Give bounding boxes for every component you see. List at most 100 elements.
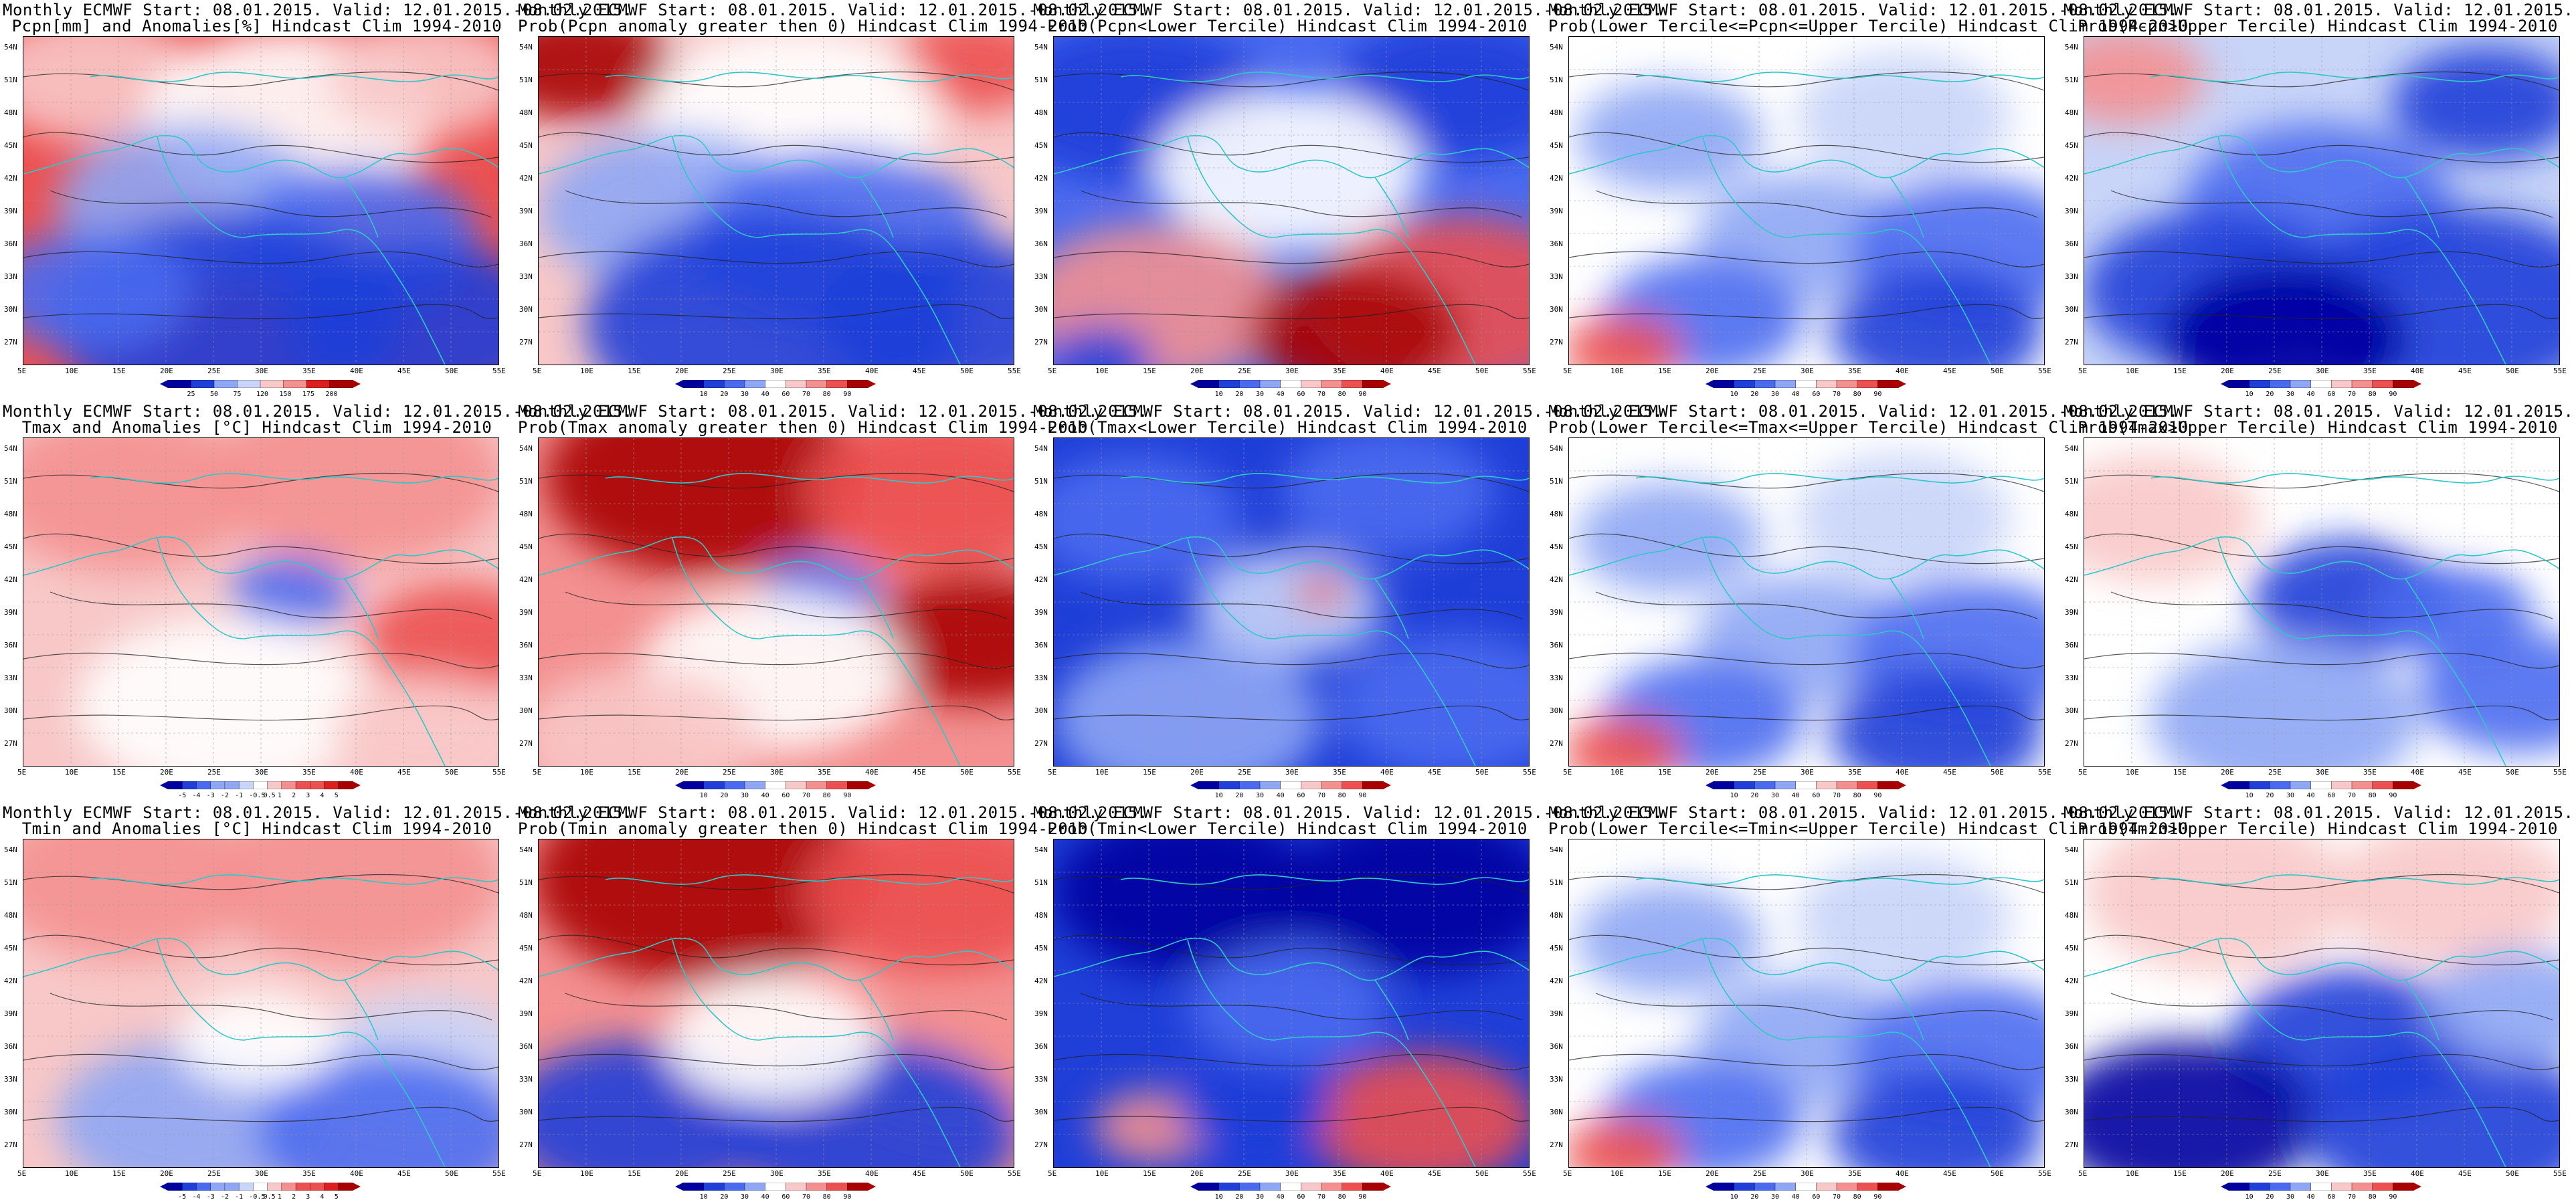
coastline	[759, 630, 961, 766]
coastline	[244, 229, 446, 365]
latitude-label: 33N	[1034, 673, 1048, 682]
longitude-label: 25E	[2268, 768, 2282, 777]
field-shade	[2084, 839, 2352, 973]
map-panel: Monthly ECMWF Start: 08.01.2015. Valid: …	[1548, 803, 2188, 1204]
colorbar-swatch	[2270, 781, 2291, 789]
colorbar-tick-label: 80	[1338, 792, 1346, 799]
forecast-field	[1054, 839, 1529, 1167]
latitude-label: 54N	[4, 443, 17, 453]
latitude-label: 36N	[2065, 239, 2078, 248]
contour-line	[1595, 190, 2038, 218]
field-shade	[211, 438, 498, 567]
longitude-label: 55E	[1523, 768, 1536, 777]
colorbar-tick-label: 40	[761, 391, 769, 398]
colorbar-tick-label: 70	[2348, 1193, 2357, 1201]
field-shade	[1054, 326, 1154, 365]
latitude-label: 45N	[519, 140, 533, 150]
longitude-label: 40E	[1896, 367, 1909, 375]
contour-line	[1569, 533, 2044, 565]
colorbar-arrow-left	[160, 1183, 168, 1191]
coastline	[2217, 939, 2306, 1041]
contour-line	[23, 472, 498, 492]
latitude-label: 27N	[1034, 1140, 1048, 1149]
colorbar-swatch	[786, 781, 807, 789]
latitude-label: 30N	[519, 706, 533, 715]
colorbar-swatch	[182, 781, 197, 789]
longitude-label: 55E	[492, 367, 506, 375]
colorbar-tick-label: 60	[781, 1193, 790, 1201]
coastline	[344, 979, 379, 1041]
latitude-label: 48N	[519, 910, 533, 920]
contour-line	[2084, 874, 2559, 894]
longitude-label: 20E	[1706, 1169, 1719, 1178]
longitude-label: 5E	[17, 768, 27, 777]
colorbar-swatch	[765, 380, 787, 388]
field-shade	[1569, 716, 1683, 766]
colorbar-swatch	[1877, 781, 1899, 789]
colorbar-tick-label: 90	[2389, 1193, 2397, 1201]
coastline	[2150, 473, 2559, 484]
colorbar-swatch	[786, 1183, 807, 1191]
latitude-label: 30N	[4, 304, 17, 314]
longitude-label: 45E	[913, 768, 926, 777]
contour-line	[539, 705, 1014, 721]
colorbar-swatch	[1734, 1183, 1756, 1191]
field-shade	[1188, 946, 1388, 1067]
forecast-field	[23, 839, 498, 1167]
latitude-label: 33N	[1550, 673, 1563, 682]
coastline	[2304, 229, 2506, 365]
field-shade	[1054, 839, 1321, 973]
latitude-label: 45N	[4, 943, 17, 952]
coastline	[759, 229, 961, 365]
longitude-label: 15E	[2173, 1169, 2187, 1178]
latitude-label: 45N	[2065, 542, 2078, 551]
coastline	[1120, 72, 1529, 82]
latitude-label: 54N	[2065, 42, 2078, 52]
colorbar-swatch	[2372, 380, 2394, 388]
colorbar-tick-label: 20	[1235, 391, 1244, 398]
field-shade	[1569, 1118, 1683, 1167]
longitude-label: 25E	[1238, 768, 1251, 777]
latitude-label: 27N	[1550, 1140, 1563, 1149]
latitude-label: 54N	[519, 845, 533, 854]
colorbar-tick-label: 20	[1235, 1193, 1244, 1201]
contour-line	[539, 71, 1014, 91]
longitude-label: 35E	[302, 1169, 316, 1178]
colorbar-tick-label: 120	[256, 391, 269, 398]
longitude-label: 15E	[112, 367, 126, 375]
colorbar-arrow-left	[1190, 1183, 1198, 1191]
longitude-label: 45E	[2458, 1169, 2472, 1178]
latitude-label: 36N	[4, 239, 17, 248]
field-shade	[1830, 668, 2044, 766]
longitude-label: 55E	[2038, 1169, 2051, 1178]
longitude-label: 10E	[65, 768, 78, 777]
field-shade	[231, 556, 351, 628]
colorbar-tick-label: -4	[192, 792, 201, 799]
latitude-label: 45N	[519, 542, 533, 551]
coastline	[23, 937, 498, 981]
longitude-label: 50E	[2506, 768, 2519, 777]
field-shade	[2419, 632, 2559, 752]
colorbar-tick-label: 20	[2266, 391, 2274, 398]
coastline	[2217, 136, 2306, 238]
colorbar-swatch	[806, 380, 828, 388]
latitude-label: 54N	[1034, 42, 1048, 52]
contour-line	[2084, 472, 2559, 492]
latitude-label: 39N	[1550, 1009, 1563, 1018]
coastline	[2405, 177, 2440, 238]
colorbar-swatch	[703, 1183, 725, 1191]
colorbar-swatch	[2331, 781, 2353, 789]
latitude-label: 30N	[4, 706, 17, 715]
latitude-label: 48N	[519, 509, 533, 518]
field-shade	[1569, 315, 1683, 365]
latitude-label: 33N	[2065, 1074, 2078, 1084]
colorbar-tick-label: 40	[1276, 391, 1285, 398]
colorbar-tick-label: 70	[1833, 792, 1841, 799]
colorbar-swatch	[260, 380, 284, 388]
colorbar-arrow-right	[868, 781, 876, 789]
colorbar-swatch	[2351, 380, 2373, 388]
map-panel: Monthly ECMWF Start: 08.01.2015. Valid: …	[518, 803, 1147, 1204]
longitude-label: 35E	[1333, 768, 1346, 777]
latitude-label: 51N	[2065, 476, 2078, 486]
latitude-label: 36N	[2065, 640, 2078, 649]
